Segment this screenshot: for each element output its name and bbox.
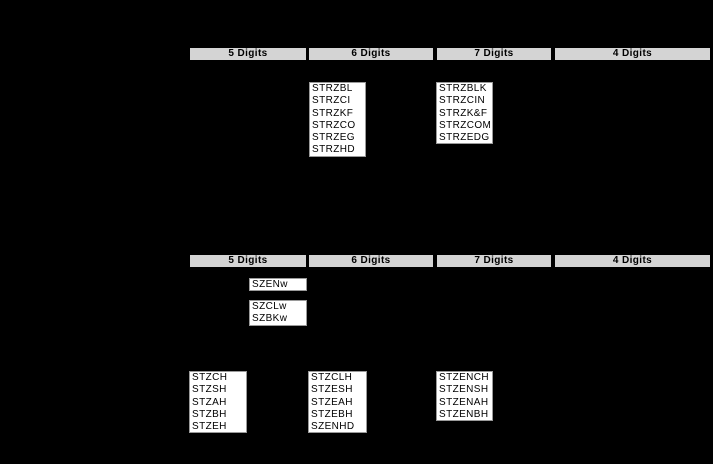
code-item: STRZEDG — [439, 132, 490, 144]
code-item: STZSH — [192, 384, 227, 396]
code-item: STZESH — [311, 384, 353, 396]
code-item: STRZKF — [312, 107, 354, 119]
column-header-5-digits-bottom: 5 Digits — [189, 254, 307, 268]
code-list-box-stz-6digit: STZCLH STZESH STZEAH STZEBH SZENHD — [308, 371, 367, 433]
code-item: STZENAH — [439, 396, 489, 408]
column-header-7-digits-top: 7 Digits — [436, 47, 552, 61]
code-item: STZENCH — [439, 372, 490, 383]
column-header-6-digits-top: 6 Digits — [308, 47, 434, 61]
code-item: STZCH — [192, 372, 228, 383]
code-list-box-szcl-szbk: SZCLw SZBKw — [249, 300, 307, 326]
code-item: STZENSH — [439, 384, 489, 396]
column-header-4-digits-bottom: 4 Digits — [554, 254, 711, 268]
code-item: STRZHD — [312, 144, 355, 156]
column-header-7-digits-bottom: 7 Digits — [436, 254, 552, 268]
code-list-box-strz-7digit: STRZBLK STRZCIN STRZK&F STRZCOM STRZEDG — [436, 82, 493, 144]
code-item: STRZBLK — [439, 83, 487, 94]
code-item: STRZCIN — [439, 95, 486, 107]
code-item: STZEH — [192, 421, 227, 433]
code-item: STZAH — [192, 396, 227, 408]
code-item: STZCLH — [311, 372, 353, 383]
code-item: SZENw — [252, 279, 288, 290]
code-item: STRZCO — [312, 119, 356, 131]
code-item: STRZBL — [312, 83, 353, 94]
code-item: STZEBH — [311, 408, 353, 420]
code-list-box-stz-7digit: STZENCH STZENSH STZENAH STZENBH — [436, 371, 493, 421]
code-item: STZEAH — [311, 396, 353, 408]
code-item: SZENHD — [311, 421, 355, 433]
code-item: STRZK&F — [439, 107, 488, 119]
code-item: STZENBH — [439, 408, 489, 420]
column-header-6-digits-bottom: 6 Digits — [308, 254, 434, 268]
code-item: STZBH — [192, 408, 227, 420]
column-header-4-digits-top: 4 Digits — [554, 47, 711, 61]
code-item: STRZCI — [312, 95, 351, 107]
code-item: STRZCOM — [439, 119, 492, 131]
code-item: STRZEG — [312, 132, 355, 144]
code-item: SZBKw — [252, 313, 288, 325]
code-list-box-strz-6digit: STRZBL STRZCI STRZKF STRZCO STRZEG STRZH… — [309, 82, 366, 157]
code-list-box-stz-5digit: STZCH STZSH STZAH STZBH STZEH — [189, 371, 247, 433]
code-item: SZCLw — [252, 301, 287, 312]
code-list-box-szen: SZENw — [249, 278, 307, 291]
column-header-5-digits-top: 5 Digits — [189, 47, 307, 61]
